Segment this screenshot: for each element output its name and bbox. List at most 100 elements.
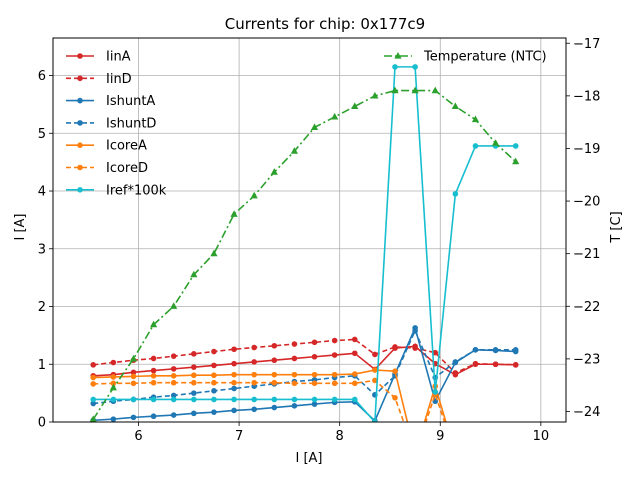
data-point: [372, 367, 378, 373]
legend-entry: IcoreD: [66, 161, 148, 176]
x-tick-label: 9: [436, 429, 444, 444]
data-point: [250, 191, 258, 199]
x-tick-label: 10: [533, 429, 550, 444]
data-point: [231, 407, 237, 414]
data-point: [110, 416, 117, 422]
legend-label: IcoreA: [106, 139, 147, 154]
legend-entry: IinA: [66, 50, 131, 65]
data-point: [291, 371, 298, 378]
data-point: [372, 419, 378, 422]
data-point: [231, 379, 237, 386]
data-point: [110, 359, 117, 366]
y-tick-label: 6: [38, 69, 46, 84]
legend-marker: [77, 53, 83, 59]
data-point: [290, 147, 299, 154]
data-point: [472, 360, 479, 367]
data-point: [211, 396, 217, 403]
series-line: [93, 66, 516, 422]
data-point: [351, 396, 358, 403]
series-line: [93, 338, 516, 374]
x-axis: 6 7 8 9 10: [134, 422, 549, 444]
data-point: [392, 368, 398, 374]
data-point: [411, 86, 419, 94]
data-point: [512, 157, 520, 165]
data-point: [331, 352, 338, 358]
legend-marker: [77, 164, 83, 171]
y2-tick-label: −22: [573, 300, 600, 315]
data-point: [311, 401, 318, 407]
data-point: [90, 396, 97, 403]
data-point: [492, 347, 499, 353]
data-point: [271, 404, 278, 411]
data-point: [371, 91, 379, 99]
data-point: [432, 389, 439, 395]
data-point: [110, 380, 117, 387]
data-point: [271, 371, 278, 378]
legend-label: IinD: [106, 72, 132, 87]
legend-entry: IcoreA: [66, 139, 147, 154]
data-point: [170, 412, 177, 418]
legend-marker: [77, 120, 83, 126]
data-point: [451, 102, 459, 109]
data-point: [271, 396, 278, 403]
legend-entry: Iref*100k: [66, 183, 167, 198]
data-point: [351, 371, 358, 377]
data-point: [412, 345, 418, 351]
data-point: [311, 396, 318, 403]
data-point: [170, 373, 177, 379]
legend-label: Iref*100k: [106, 183, 167, 198]
series-icored: [90, 377, 446, 422]
data-point: [412, 327, 418, 334]
data-point: [472, 347, 479, 353]
data-point: [331, 396, 338, 403]
y2-tick-label: −17: [573, 37, 600, 52]
legend-marker: [77, 142, 83, 148]
data-point: [392, 394, 398, 401]
data-point: [231, 371, 237, 378]
data-point: [432, 349, 439, 356]
data-point: [311, 371, 318, 378]
x-tick-label: 6: [134, 429, 142, 444]
data-point: [472, 143, 479, 149]
data-point: [191, 351, 197, 357]
legend-label: IcoreD: [106, 161, 148, 176]
y2-tick-label: −24: [573, 405, 600, 420]
data-point: [271, 379, 278, 386]
data-point: [372, 351, 378, 358]
data-point: [251, 406, 257, 413]
data-point: [109, 383, 117, 391]
legend-right: Temperature (NTC): [384, 50, 547, 65]
y2-axis: −24 −23 −22 −21 −20 −19 −18 −17: [566, 37, 600, 420]
data-point: [130, 380, 137, 387]
data-point: [190, 270, 198, 278]
data-point: [310, 123, 319, 131]
data-point: [211, 372, 217, 379]
legend-marker: [394, 52, 402, 59]
y-tick-label: 0: [38, 416, 46, 431]
data-point: [291, 355, 298, 362]
series-line: [93, 328, 516, 405]
data-point: [110, 374, 117, 380]
data-point: [150, 413, 157, 420]
y2-tick-label: −18: [573, 89, 600, 104]
data-point: [351, 350, 358, 357]
legend-marker: [77, 97, 83, 104]
data-point: [471, 115, 480, 123]
data-point: [211, 409, 217, 415]
data-point: [170, 366, 177, 372]
y2-axis-label: T [C]: [609, 211, 624, 243]
data-point: [251, 371, 257, 378]
data-point: [452, 370, 459, 376]
y2-tick-label: −23: [573, 352, 600, 367]
series-iref-100k: [90, 64, 519, 422]
y-axis-label: I [A]: [13, 213, 28, 240]
series-temperature-ntc-: [89, 86, 520, 422]
data-point: [150, 367, 157, 374]
data-point: [311, 353, 318, 360]
series-line: [92, 89, 517, 420]
chart-title: Currents for chip: 0x177c9: [225, 15, 425, 33]
data-point: [231, 385, 237, 392]
data-point: [90, 362, 97, 368]
data-point: [110, 396, 117, 403]
data-point: [210, 249, 218, 257]
